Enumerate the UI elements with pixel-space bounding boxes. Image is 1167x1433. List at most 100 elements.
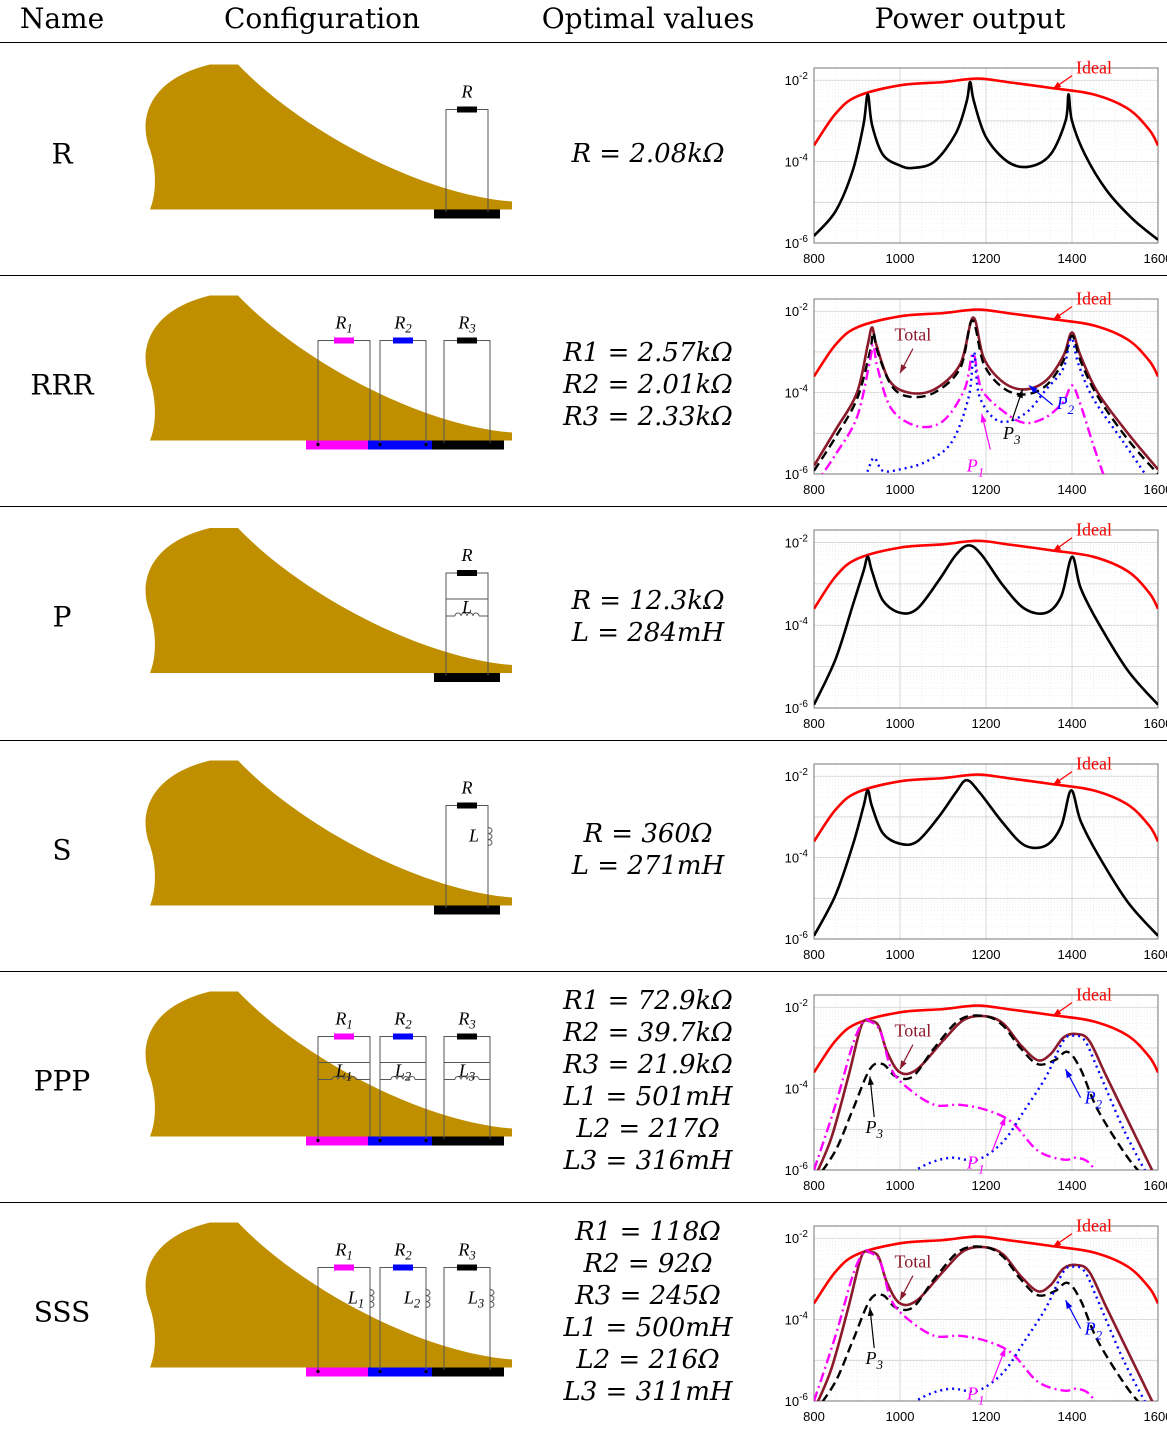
series-ideal (814, 539, 1158, 610)
configuration-diagram: R (145, 64, 512, 219)
annotation-ideal-label: Ideal (1076, 520, 1112, 540)
power-output-chart: 800 1000 1200 1400 1600 10-6 10-4 10-2 Ideal (785, 754, 1167, 962)
y-tick-label: 10-2 (785, 533, 809, 550)
piezo-element-1-resistor (457, 570, 477, 576)
y-tick-label: 10-2 (785, 1229, 809, 1246)
piezo-element-3-terminal (442, 442, 446, 447)
y-tick-label: 10-4 (785, 616, 809, 633)
series-layer (814, 539, 1158, 706)
optimal-value: R = 12.3kΩ (571, 586, 725, 616)
series-power (814, 778, 1158, 937)
optimal-value: R2 = 92Ω (583, 1248, 713, 1279)
tapered-beam (145, 64, 512, 210)
piezo-element-3-terminal (488, 1369, 492, 1374)
piezo-element-2-inductor-label: L2 (403, 1288, 421, 1311)
x-tick-label: 1600 (1144, 716, 1167, 731)
annotation-p1-arrowhead (999, 1348, 1006, 1358)
series-layer (814, 1235, 1158, 1401)
table-row: RRR R1 = 2.57kΩ R2 = 2.01kΩ R3 = 2.33kΩ R1 R2… (0, 275, 1167, 507)
x-tick-label: 1400 (1058, 947, 1087, 962)
annotation-p1-label: P1 (966, 456, 985, 480)
tapered-beam (145, 991, 512, 1137)
x-tick-label: 1600 (1144, 1178, 1167, 1193)
row-rule (0, 506, 1167, 507)
row-rule (0, 740, 1167, 741)
power-output-chart: 800 1000 1200 1400 1600 10-6 10-4 10-2 Ideal Tota… (785, 985, 1167, 1193)
piezo-element-1-terminal (444, 211, 448, 216)
piezo-element-3-electrode (432, 1136, 504, 1146)
optimal-value: R3 = 2.33kΩ (563, 401, 733, 432)
annotation-total-arrowhead (900, 1291, 907, 1301)
piezo-element-2-resistor-label: R2 (393, 313, 412, 336)
y-tick-label: 10-6 (785, 1161, 809, 1178)
y-tick-label: 10-2 (785, 767, 809, 784)
optimal-value: L3 = 316mH (563, 1145, 733, 1176)
annotation-ideal-label: Ideal (1076, 289, 1112, 309)
piezo-element-3-resistor-label: R3 (457, 313, 475, 336)
chart-grid (813, 763, 1159, 940)
y-tick-label: 10-6 (785, 234, 809, 251)
piezo-element-3-terminal (442, 1138, 446, 1143)
x-tick-label: 1000 (886, 251, 915, 266)
annotation-ideal-arrowhead (1052, 1008, 1062, 1017)
piezo-element-2-terminal (424, 1369, 428, 1374)
y-tick-label: 10-4 (785, 384, 809, 401)
row-name: R (51, 137, 73, 170)
annotation-ideal-arrowhead (1052, 1239, 1062, 1248)
series-layer (814, 308, 1158, 474)
annotation-p3-arrowhead (867, 1307, 874, 1317)
optimal-value: R3 = 21.9kΩ (563, 1049, 733, 1080)
y-tick-label: 10-4 (785, 153, 809, 170)
series-p3 (814, 319, 1158, 474)
series-ideal (814, 308, 1158, 378)
row-name: PPP (33, 1064, 91, 1097)
chart-grid (813, 994, 1159, 1171)
annotation-p3-label: P3 (1002, 423, 1021, 447)
piezo-element-3-resistor (457, 337, 477, 344)
annotation-ideal-label: Ideal (1076, 1216, 1112, 1236)
piezo-element-2-resistor (393, 1033, 413, 1040)
piezo-element-2-terminal (378, 1369, 382, 1374)
configuration-diagram: RL (145, 760, 512, 915)
piezo-element-1-terminal (444, 907, 448, 912)
piezo-element-3-inductor (454, 1076, 480, 1080)
piezo-element-3-resistor-label: R3 (457, 1009, 475, 1032)
piezo-element-3-terminal (488, 442, 492, 447)
optimal-value: L1 = 500mH (563, 1312, 733, 1343)
piezo-element-2-terminal (378, 1138, 382, 1143)
piezo-element-1-inductor-label: L (461, 597, 472, 617)
piezo-element-2-resistor (393, 337, 413, 344)
x-tick-label: 800 (803, 1178, 825, 1193)
piezo-element-1-terminal (444, 675, 448, 679)
annotation-p2-label: P2 (1056, 393, 1075, 417)
piezo-element-3-resistor (457, 1264, 477, 1271)
annotation-total-label: Total (895, 1252, 932, 1272)
row-rule (0, 275, 1167, 276)
x-tick-label: 800 (803, 1409, 825, 1424)
annotation-ideal-arrowhead (1052, 312, 1062, 321)
table-row: PPP R1 = 72.9kΩ R2 = 39.7kΩ R3 = 21.9kΩ L1 =… (0, 971, 1167, 1203)
chart-frame (813, 67, 1159, 244)
series-p1 (821, 343, 1105, 474)
piezo-element-1-electrode (306, 1136, 384, 1146)
configuration-diagram: R1 R2 R3 (145, 295, 512, 450)
series-ideal (814, 773, 1158, 843)
power-output-chart: 800 1000 1200 1400 1600 10-6 10-4 10-2 Ideal Tota… (785, 289, 1167, 497)
piezo-element-3-inductor (489, 1289, 495, 1308)
optimal-value: R2 = 39.7kΩ (563, 1017, 733, 1048)
annotation-p2-label: P2 (1084, 1088, 1103, 1112)
series-p3 (821, 1014, 1140, 1170)
piezo-element-2-terminal (424, 442, 428, 447)
piezo-element-1-resistor (334, 1033, 354, 1040)
x-tick-label: 1000 (886, 1178, 915, 1193)
x-tick-label: 1200 (972, 251, 1001, 266)
piezo-element-1-resistor (334, 1264, 354, 1271)
row-name: P (52, 600, 72, 634)
optimal-value: R1 = 118Ω (575, 1216, 721, 1247)
piezo-element-1-terminal (316, 442, 320, 447)
optimal-value: L3 = 311mH (563, 1376, 733, 1407)
annotation-p1-label: P1 (966, 1153, 985, 1177)
y-tick-label: 10-6 (785, 1392, 809, 1409)
optimal-value: R1 = 72.9kΩ (563, 985, 733, 1016)
header-power-output: Power output (874, 2, 1066, 35)
